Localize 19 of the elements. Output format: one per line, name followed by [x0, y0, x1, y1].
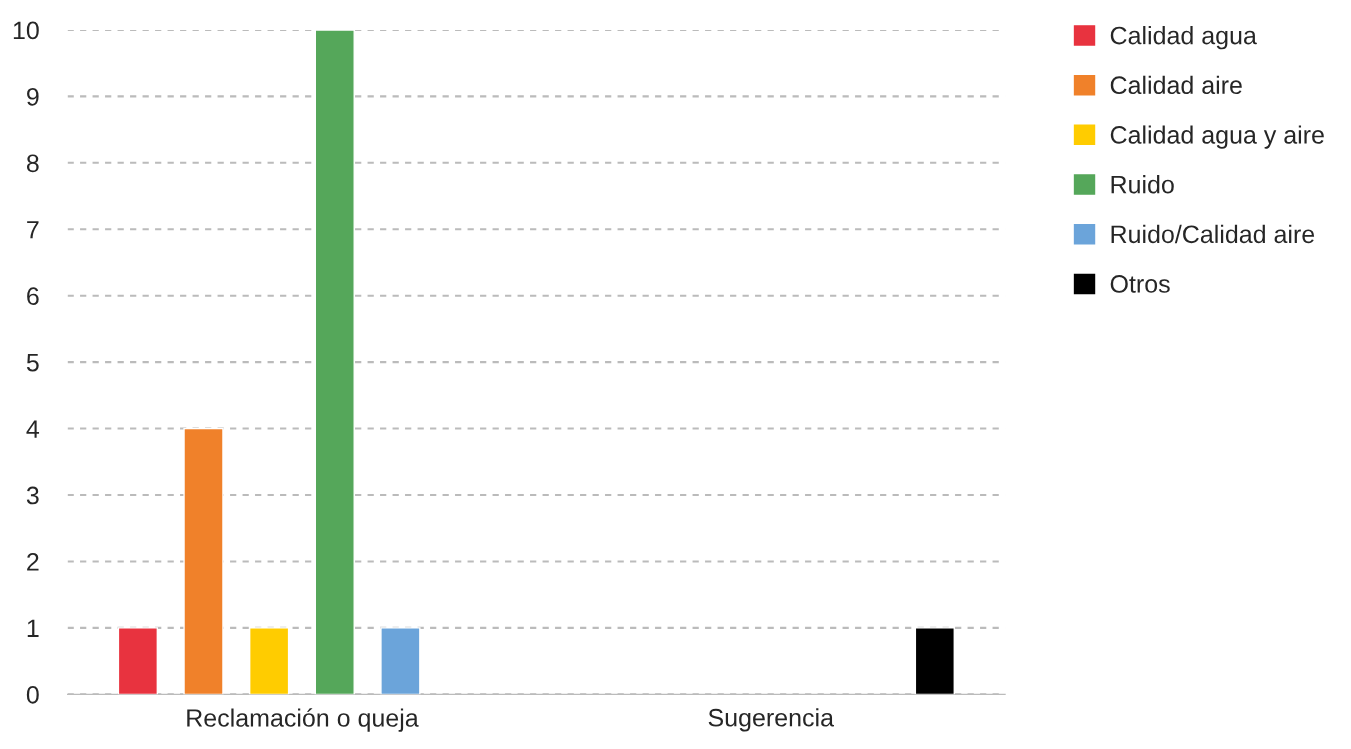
y-tick-label: 4	[26, 420, 40, 438]
legend-label: Ruido	[1111, 175, 1174, 194]
y-tick-label: 8	[26, 154, 39, 173]
y-tick-label: 1	[27, 619, 39, 637]
y-tick-label: 2	[27, 553, 39, 571]
legend-label: Otros	[1110, 275, 1170, 293]
y-tick-label: 7	[27, 221, 39, 239]
legend-label: Calidad agua	[1110, 26, 1257, 50]
x-tick-label: Sugerencia	[708, 708, 834, 732]
y-tick-label: 10	[13, 21, 39, 40]
y-tick-label: 5	[26, 354, 39, 372]
y-tick-label: 9	[27, 88, 39, 106]
legend-label: Ruido/Calidad aire	[1111, 224, 1315, 244]
y-tick-label: 3	[26, 486, 39, 505]
x-tick-label: Reclamación o queja	[187, 708, 419, 732]
y-tick-label: 0	[26, 685, 39, 704]
legend-label: Calidad aire	[1110, 75, 1242, 95]
legend-label: Calidad agua y aire	[1110, 125, 1324, 149]
y-tick-label: 6	[27, 287, 39, 306]
